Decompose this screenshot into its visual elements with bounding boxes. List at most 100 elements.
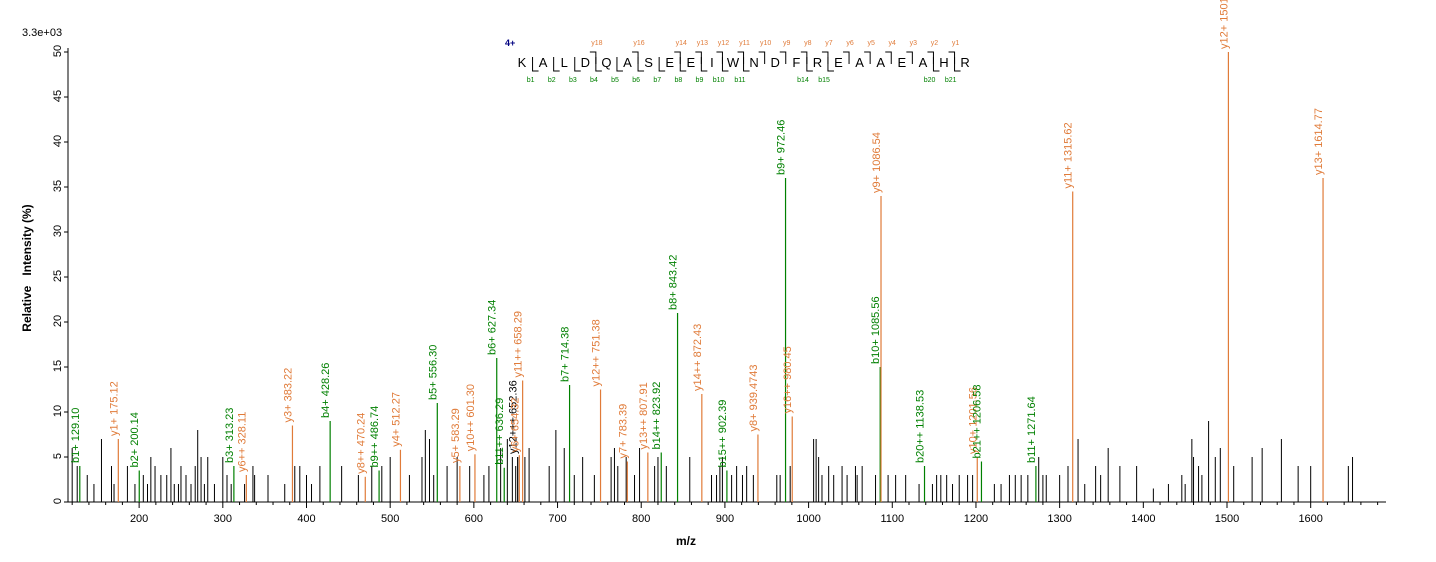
sequence-residue: D bbox=[771, 55, 780, 70]
b-ion-bracket bbox=[658, 57, 666, 72]
sequence-residue: R bbox=[813, 55, 822, 70]
b-ion-index: b21 bbox=[945, 77, 957, 84]
peak-label: y10+ 1201.56 bbox=[967, 387, 979, 454]
sequence-residue: A bbox=[539, 55, 548, 70]
y-ion-index: y18 bbox=[591, 40, 602, 47]
peak-label: y5+ 583.29 bbox=[450, 408, 462, 463]
peak-label: b7+ 714.38 bbox=[560, 327, 572, 382]
peak-label: y6++ 328.11 bbox=[236, 412, 248, 472]
peak-label: y9+ 1086.54 bbox=[871, 132, 883, 193]
y-tick-label: 45 bbox=[52, 90, 64, 102]
peak-label: y6+ 654.32 bbox=[509, 397, 521, 452]
charge-state: 4+ bbox=[505, 38, 515, 48]
b-ion-bracket bbox=[806, 57, 813, 72]
b-ion-index: b5 bbox=[611, 77, 619, 84]
y-tick-label: 25 bbox=[52, 270, 64, 282]
sequence-residue: A bbox=[855, 55, 864, 70]
x-tick-label: 600 bbox=[465, 513, 483, 525]
peak-label: b21++ 1206.58 bbox=[971, 384, 983, 458]
y-tick-label: 5 bbox=[52, 453, 64, 459]
sequence-residue: I bbox=[710, 55, 714, 70]
sequence-residue: A bbox=[876, 55, 885, 70]
sequence-residue: E bbox=[834, 55, 843, 70]
peaks-layer bbox=[71, 52, 1354, 502]
peak-label: y7+ 783.39 bbox=[617, 404, 629, 459]
peak-label: b3+ 313.23 bbox=[224, 408, 236, 463]
y-ion-index: y8 bbox=[804, 40, 812, 47]
y-ion-index: y11 bbox=[739, 40, 750, 47]
peak-label: b20++ 1138.53 bbox=[915, 390, 927, 463]
b-ion-index: b1 bbox=[527, 77, 535, 84]
y-ion-index: y4 bbox=[889, 40, 897, 47]
peak-label: y12+ 1501.68 bbox=[1218, 0, 1230, 49]
sequence-residue: E bbox=[897, 55, 906, 70]
peak-label: b2+ 200.14 bbox=[129, 412, 141, 467]
peak-label: y11++ 658.29 bbox=[513, 311, 525, 377]
sequence-residue: K bbox=[518, 55, 527, 70]
sequence-residue: W bbox=[727, 55, 740, 70]
y-ion-index: y16 bbox=[633, 40, 644, 47]
x-tick-label: 200 bbox=[130, 513, 148, 525]
b-ion-index: b3 bbox=[569, 77, 577, 84]
b-ion-bracket bbox=[595, 57, 602, 72]
y-ion-bracket bbox=[589, 51, 597, 64]
y-ion-bracket bbox=[716, 51, 723, 64]
y-ion-index: y5 bbox=[867, 40, 875, 47]
y-ion-bracket bbox=[758, 51, 766, 64]
b-ion-index: b9 bbox=[696, 77, 704, 84]
peak-label: y8++ 470.24 bbox=[355, 413, 367, 474]
x-tick-label: 700 bbox=[548, 513, 566, 525]
x-tick-label: 800 bbox=[632, 513, 650, 525]
peak-label: y16++ 980.45 bbox=[782, 346, 794, 413]
b-ion-index: b11 bbox=[734, 77, 745, 84]
peak-label: b4+ 428.26 bbox=[320, 363, 332, 418]
sequence-residue: N bbox=[749, 55, 758, 70]
peak-label: b8+ 843.42 bbox=[668, 255, 680, 310]
b-ion-index: b2 bbox=[548, 77, 556, 84]
y-ion-index: y10 bbox=[760, 40, 771, 47]
y-tick-label: 30 bbox=[52, 225, 64, 237]
b-ion-index: b20 bbox=[924, 77, 936, 84]
y-ion-bracket bbox=[695, 51, 702, 64]
peak-label: b10+ 1085.56 bbox=[870, 296, 882, 364]
peak-label: y13+ 1614.77 bbox=[1313, 108, 1325, 175]
sequence-residue: A bbox=[623, 55, 632, 70]
peak-label: b9+ 972.46 bbox=[776, 120, 788, 175]
sequence-residue: L bbox=[561, 55, 568, 70]
peak-label: b11++ 636.29 bbox=[494, 398, 506, 465]
b-ion-bracket bbox=[827, 57, 834, 72]
y-axis-title: Relative Intensity (%) bbox=[20, 204, 34, 331]
b-ion-index: b6 bbox=[632, 77, 640, 84]
sequence-residue: F bbox=[792, 55, 800, 70]
sequence-residue: D bbox=[581, 55, 590, 70]
x-tick-label: 1100 bbox=[880, 513, 904, 525]
y-ion-bracket bbox=[885, 51, 892, 64]
b-ion-bracket bbox=[743, 57, 750, 72]
y-tick-label: 10 bbox=[52, 405, 64, 417]
intensity-scale-label: 3.3e+03 bbox=[22, 27, 62, 39]
y-ion-index: y12 bbox=[718, 40, 729, 47]
x-tick-label: 1600 bbox=[1298, 513, 1322, 525]
peak-label: y11+ 1315.62 bbox=[1063, 122, 1075, 188]
sequence-residue: S bbox=[644, 55, 653, 70]
y-tick-label: 40 bbox=[52, 135, 64, 147]
b-ion-bracket bbox=[721, 57, 729, 72]
x-tick-label: 1200 bbox=[964, 513, 988, 525]
y-ion-bracket bbox=[948, 51, 956, 64]
x-tick-label: 1000 bbox=[796, 513, 820, 525]
peak-label: y13++ 807.91 bbox=[638, 382, 650, 449]
b-ion-bracket bbox=[553, 57, 560, 72]
y-ion-bracket bbox=[632, 51, 639, 64]
b-ion-bracket bbox=[532, 57, 539, 72]
b-ion-index: b14 bbox=[797, 77, 809, 84]
peak-label: y14++ 872.43 bbox=[692, 324, 704, 391]
sequence-residue: E bbox=[665, 55, 674, 70]
y-ion-bracket bbox=[864, 51, 871, 64]
y-tick-label: 0 bbox=[52, 498, 64, 504]
b-ion-bracket bbox=[574, 57, 581, 72]
y-tick-label: 50 bbox=[52, 45, 64, 57]
peak-label: b14++ 823.92 bbox=[651, 382, 663, 450]
peak-label: y10++ 601.30 bbox=[465, 384, 477, 451]
